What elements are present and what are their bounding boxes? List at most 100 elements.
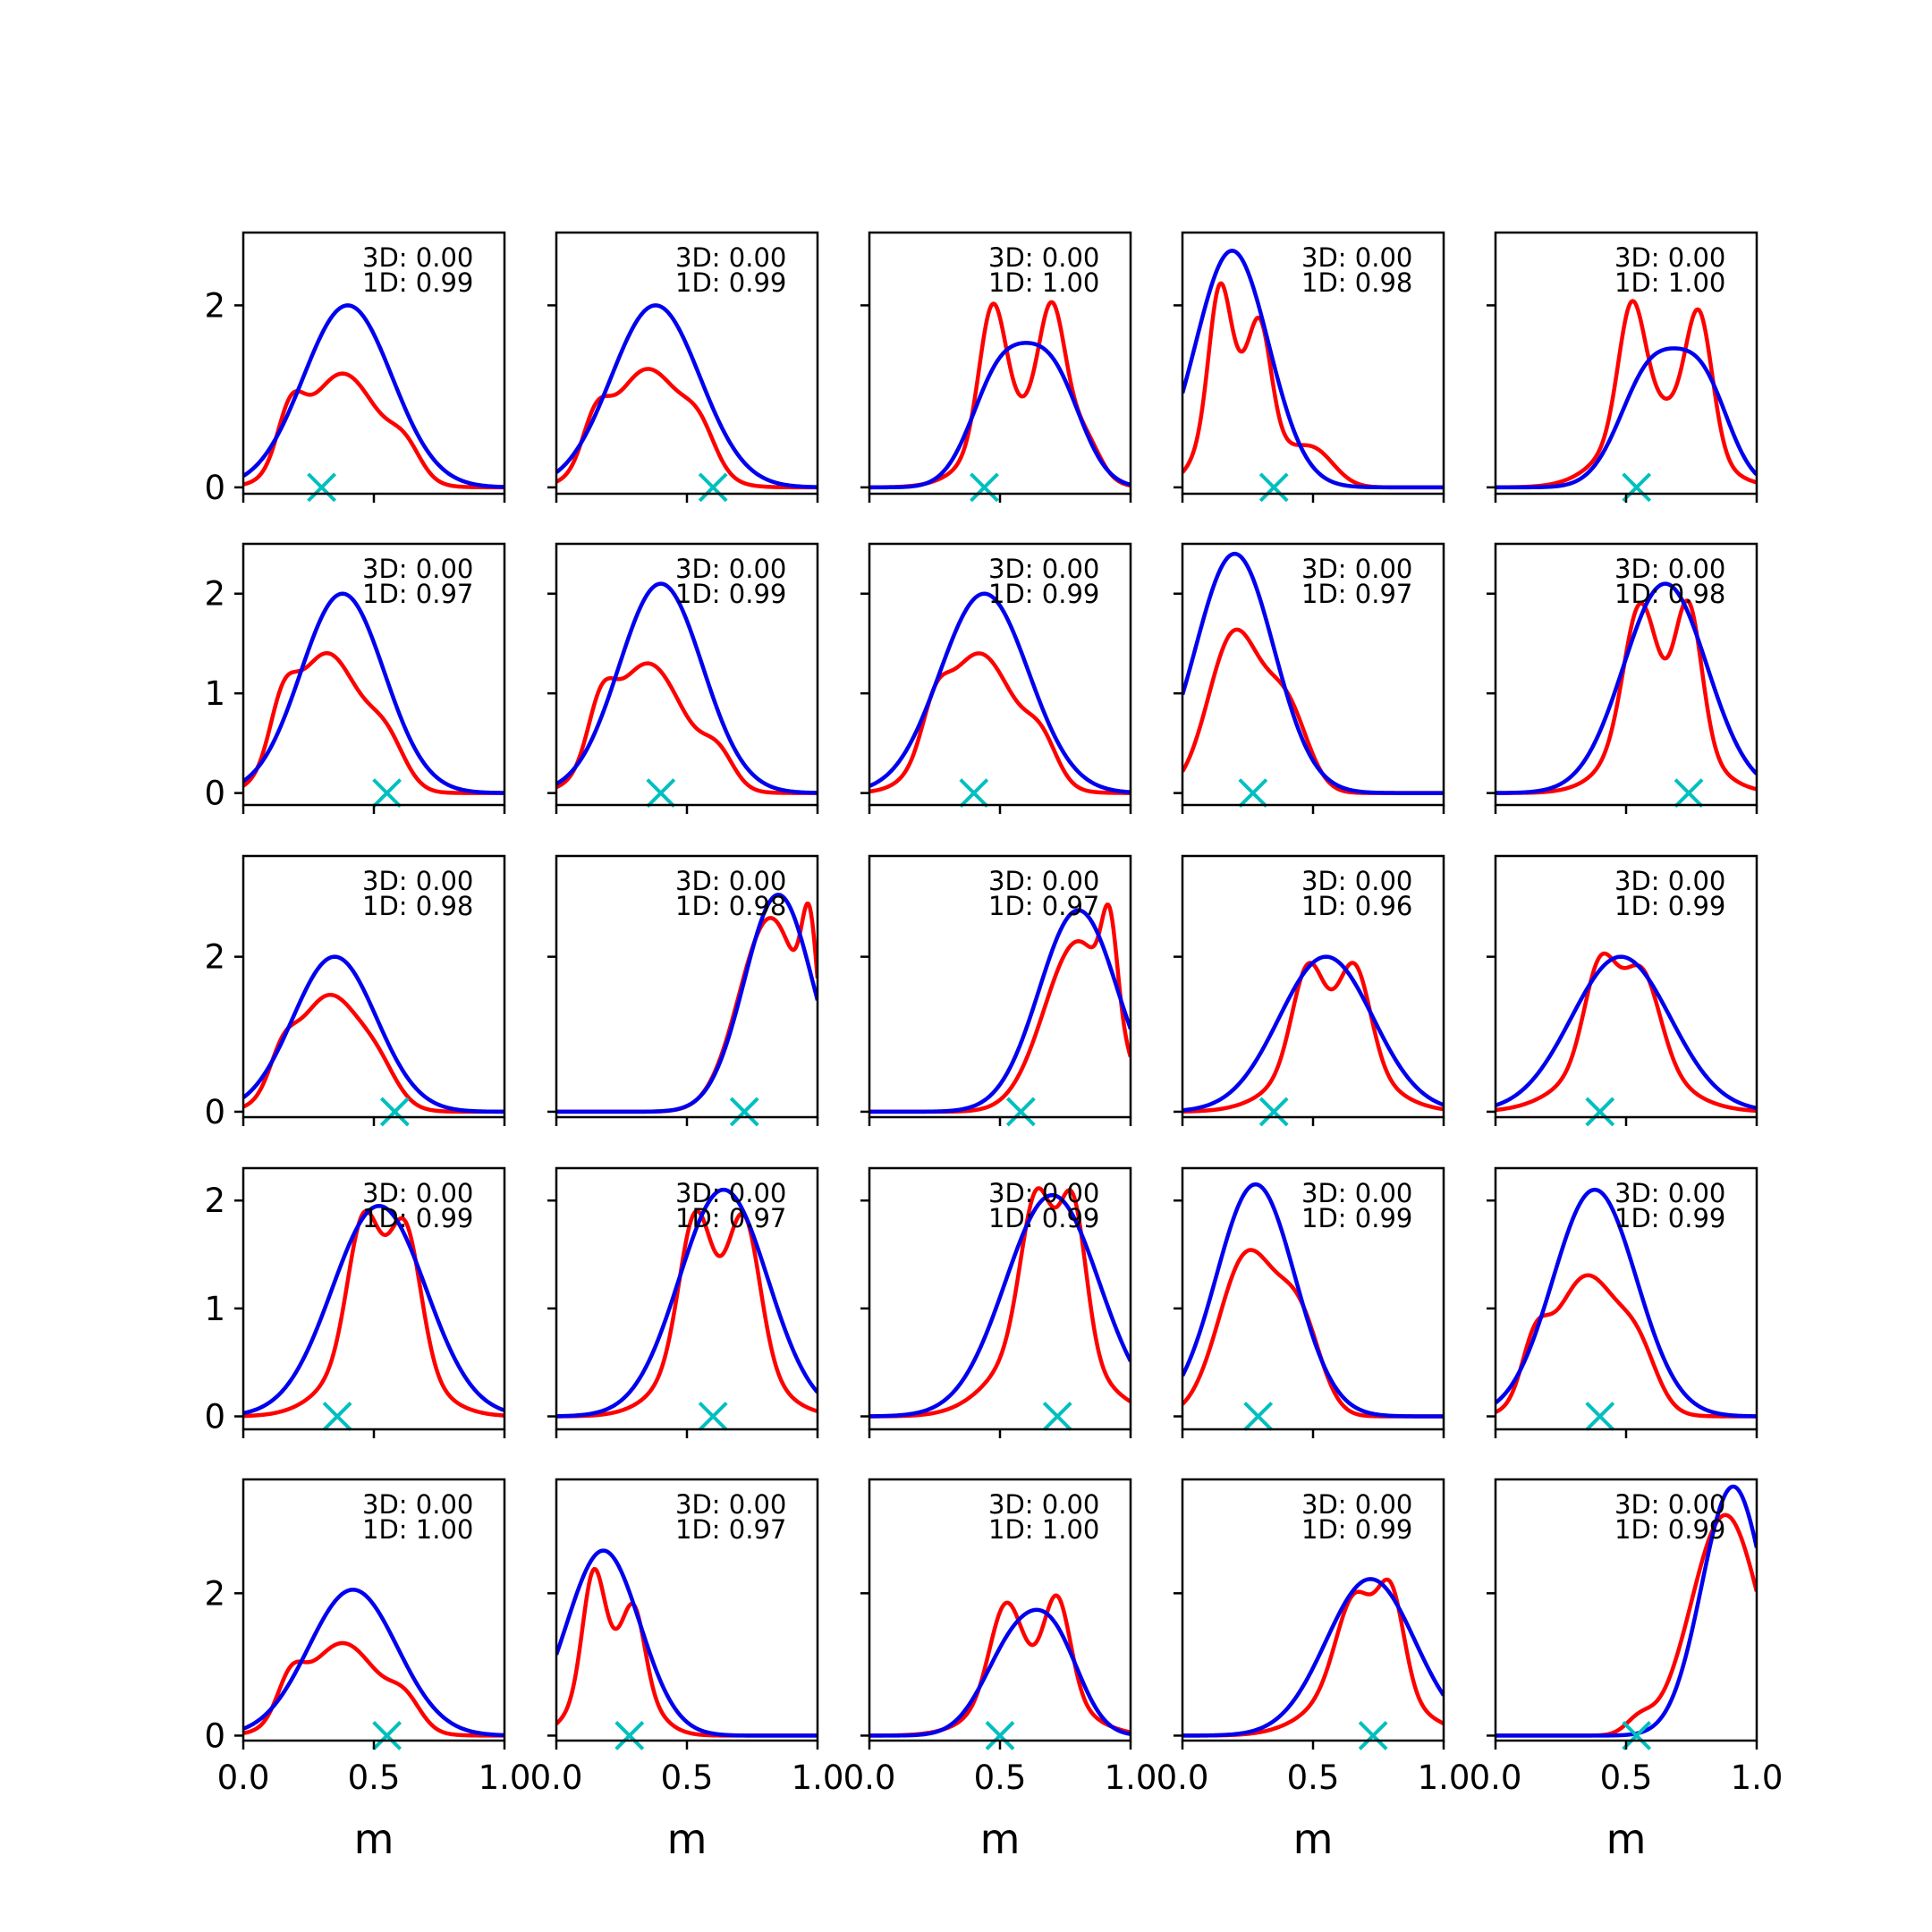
annotation-1d: 1D: 0.99 xyxy=(675,267,786,298)
marker-x xyxy=(1042,1402,1072,1431)
annotation-3d: 3D: 0.00 xyxy=(1301,1178,1412,1208)
red-curve xyxy=(869,300,1131,490)
red-curve xyxy=(1182,961,1444,1114)
annotation-3d: 3D: 0.00 xyxy=(362,866,473,896)
red-curve xyxy=(243,650,504,795)
x-axis-label: m xyxy=(1606,1815,1647,1863)
blue-curve xyxy=(1182,551,1444,795)
x-tick-label: 0.5 xyxy=(1600,1758,1653,1797)
marker-x xyxy=(1243,1402,1274,1431)
marker-x xyxy=(1622,1721,1652,1750)
red-curve xyxy=(243,371,504,490)
blue-curve xyxy=(556,303,818,489)
blue-curve xyxy=(243,303,504,489)
annotation-3d: 3D: 0.00 xyxy=(988,1489,1099,1520)
annotation-3d: 3D: 0.00 xyxy=(675,1489,786,1520)
annotation-1d: 1D: 0.99 xyxy=(988,1203,1099,1233)
annotation-3d: 3D: 0.00 xyxy=(1301,1489,1412,1520)
x-tick-label: 0.0 xyxy=(1470,1758,1522,1797)
blue-curve xyxy=(869,341,1131,490)
blue-curve xyxy=(243,954,504,1114)
marker-x xyxy=(698,1402,728,1431)
blue-curve xyxy=(1496,1484,1757,1738)
x-tick-label: 0.5 xyxy=(974,1758,1027,1797)
annotation-1d: 1D: 1.00 xyxy=(988,267,1099,298)
x-tick-label: 1.0 xyxy=(1105,1758,1157,1797)
x-tick-label: 0.5 xyxy=(1287,1758,1340,1797)
x-tick-label: 0.5 xyxy=(661,1758,714,1797)
annotation-3d: 3D: 0.00 xyxy=(1614,1178,1725,1208)
marker-x xyxy=(1674,778,1704,809)
annotation-1d: 1D: 0.98 xyxy=(1614,579,1725,609)
annotation-3d: 3D: 0.00 xyxy=(1301,242,1412,273)
marker-x xyxy=(1585,1402,1615,1431)
marker-x xyxy=(1258,472,1289,503)
y-tick-label: 1 xyxy=(204,674,225,713)
blue-curve xyxy=(1182,249,1444,490)
annotation-1d: 1D: 0.97 xyxy=(988,891,1099,921)
red-curve xyxy=(1182,281,1444,490)
blue-curve xyxy=(556,581,818,795)
marker-x xyxy=(1622,472,1652,503)
blue-curve xyxy=(1182,1577,1444,1738)
x-tick-label: 1.0 xyxy=(1418,1758,1470,1797)
annotation-1d: 1D: 1.00 xyxy=(1614,267,1725,298)
annotation-1d: 1D: 0.99 xyxy=(988,579,1099,609)
x-tick-label: 1.0 xyxy=(792,1758,844,1797)
annotation-1d: 1D: 1.00 xyxy=(362,1514,473,1545)
annotation-1d: 1D: 0.97 xyxy=(675,1203,786,1233)
annotation-3d: 3D: 0.00 xyxy=(988,554,1099,584)
annotation-3d: 3D: 0.00 xyxy=(1301,554,1412,584)
marker-x xyxy=(646,778,676,809)
marker-x xyxy=(379,1097,410,1127)
blue-curve xyxy=(243,1203,504,1416)
annotation-1d: 1D: 1.00 xyxy=(988,1514,1099,1545)
marker-x xyxy=(307,472,337,503)
annotation-1d: 1D: 0.99 xyxy=(1614,891,1725,921)
blue-curve xyxy=(1182,1182,1444,1419)
marker-x xyxy=(1005,1097,1036,1127)
y-tick-label: 0 xyxy=(204,1398,225,1436)
red-curve xyxy=(869,1593,1131,1738)
y-tick-label: 2 xyxy=(204,1574,225,1613)
blue-curve xyxy=(1496,581,1757,795)
annotation-3d: 3D: 0.00 xyxy=(362,554,473,584)
red-curve xyxy=(556,367,818,490)
blue-curve xyxy=(243,1588,504,1738)
annotation-1d: 1D: 0.99 xyxy=(362,1203,473,1233)
marker-x xyxy=(372,1721,402,1750)
red-curve xyxy=(1182,627,1444,795)
marker-x xyxy=(970,472,999,503)
x-tick-label: 0.0 xyxy=(843,1758,896,1797)
annotation-3d: 3D: 0.00 xyxy=(1614,242,1725,273)
annotation-1d: 1D: 0.98 xyxy=(1301,267,1412,298)
y-tick-label: 2 xyxy=(204,1182,225,1220)
blue-curve xyxy=(1496,346,1757,490)
x-axis-label: m xyxy=(667,1815,708,1863)
red-curve xyxy=(243,1208,504,1419)
marker-x xyxy=(322,1402,352,1431)
annotation-3d: 3D: 0.00 xyxy=(1614,866,1725,896)
x-axis-label: m xyxy=(1293,1815,1334,1863)
annotation-1d: 1D: 0.98 xyxy=(675,891,786,921)
red-curve xyxy=(869,651,1131,795)
blue-curve xyxy=(556,1187,818,1419)
